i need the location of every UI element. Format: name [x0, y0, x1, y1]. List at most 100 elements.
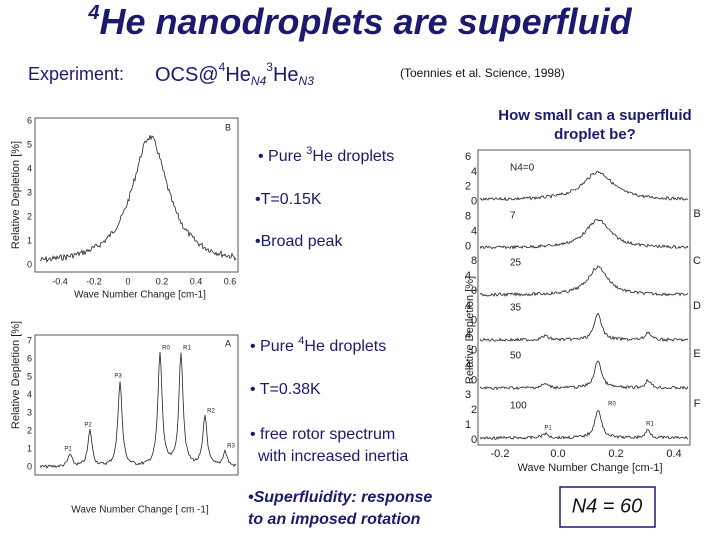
y-tick-label: 0 — [471, 315, 477, 327]
peak-label: P1 — [64, 447, 72, 453]
y-axis-label: Relative Depletion [%] — [464, 276, 476, 384]
f: 3 — [266, 60, 273, 74]
peak-label: P3 — [114, 374, 122, 380]
y-tick-label: 1 — [27, 235, 32, 245]
y-tick-label: 2 — [471, 404, 477, 416]
y-tick-label: 4 — [465, 300, 471, 312]
y-tick-label: 5 — [27, 139, 32, 149]
size-label: 100 — [510, 401, 527, 412]
y-tick-label: 0 — [471, 434, 477, 446]
question: droplet be? — [554, 126, 636, 143]
y-tick-label: 2 — [465, 181, 471, 193]
b: He droplets — [312, 148, 394, 165]
peak-label: R0 — [162, 346, 170, 352]
x-axis-label: Wave Number Change [cm-1] — [517, 462, 662, 474]
bullet: •T=0.15K — [255, 191, 322, 208]
y-tick-label: 8 — [465, 210, 471, 222]
title: 4He nanodroplets are superfluid — [87, 1, 632, 42]
x-tick-label: 0.0 — [550, 448, 565, 460]
n4-box-text: N4 = 60 — [572, 495, 643, 517]
spectrum — [39, 351, 237, 469]
spectrum — [479, 360, 689, 391]
spectrum — [479, 265, 689, 297]
x-tick-label: -0.2 — [86, 276, 102, 286]
peak-label: R3 — [227, 444, 235, 450]
question: How small can a superfluid — [498, 107, 691, 124]
b: 3 — [306, 145, 312, 157]
panel-label: A — [225, 338, 231, 348]
f: OCS@ — [155, 64, 219, 86]
bullet: • Pure 4He droplets — [250, 335, 386, 355]
panel-label: B — [693, 208, 700, 220]
y-tick-label: 7 — [27, 335, 32, 345]
x-tick-label: -0.2 — [491, 448, 510, 460]
bullet: •Superfluidity: response — [248, 489, 432, 506]
y-tick-label: 0 — [27, 461, 32, 471]
citation: (Toennies et al. Science, 1998) — [400, 66, 565, 80]
x-tick-label: 0.2 — [156, 276, 169, 286]
y-tick-label: 1 — [27, 443, 32, 453]
y-tick-label: 2 — [27, 211, 32, 221]
y-tick-label: 5 — [27, 371, 32, 381]
size-label: 25 — [510, 258, 522, 269]
y-tick-label: 6 — [27, 115, 32, 125]
y-tick-label: 4 — [465, 359, 471, 371]
f: N4 — [251, 74, 267, 88]
y-tick-label: 4 — [465, 270, 471, 282]
x-tick-label: 0 — [125, 276, 130, 286]
b: 4 — [298, 335, 304, 347]
x-tick-label: -0.4 — [52, 276, 68, 286]
peak-label: R2 — [207, 409, 215, 415]
y-tick-label: 4 — [27, 163, 32, 173]
bullet: • Pure 3He droplets — [258, 145, 394, 165]
y-tick-label: 0 — [465, 240, 471, 252]
bullet: • T=0.38K — [250, 381, 321, 398]
peak-label: P1 — [544, 426, 552, 432]
peak-label: P2 — [84, 423, 92, 429]
plot-frame — [34, 334, 239, 476]
n4-box — [559, 486, 656, 528]
b: • Pure — [258, 148, 306, 165]
f: 4 — [219, 60, 226, 74]
title-text: He nanodroplets are superfluid — [100, 1, 633, 42]
b: • Pure — [250, 338, 298, 355]
size-label: 35 — [510, 303, 522, 314]
spectrum — [479, 410, 689, 440]
x-tick-label: 0.4 — [190, 276, 203, 286]
y-tick-label: 2 — [27, 425, 32, 435]
panel-label: F — [694, 398, 701, 410]
x-axis-label: Wave Number Change [cm-1] — [74, 290, 206, 301]
peak-label: R1 — [183, 346, 191, 352]
spectrum — [39, 135, 237, 263]
y-tick-label: 4 — [471, 166, 477, 178]
y-axis-label: Relative Depletion [%] — [10, 141, 22, 249]
panel-label: C — [693, 255, 701, 267]
panel-label: E — [693, 348, 700, 360]
size-label: 50 — [510, 351, 522, 362]
formula: OCS@4HeN43HeN3 — [155, 60, 314, 88]
f: He — [225, 64, 251, 86]
panel-label: D — [693, 300, 701, 312]
x-axis-label: Wave Number Change [ cm -1] — [71, 505, 209, 516]
y-tick-label: 4 — [471, 225, 477, 237]
bullet: • free rotor spectrum — [250, 426, 395, 443]
size-label: N4=0 — [510, 163, 535, 174]
peak-label: R1 — [646, 422, 654, 428]
bullet: to an imposed rotation — [248, 511, 421, 528]
x-tick-label: 0.4 — [666, 448, 681, 460]
y-tick-label: 0 — [471, 374, 477, 386]
title-sup: 4 — [87, 2, 99, 24]
spectrum — [479, 170, 689, 201]
y-tick-label: 6 — [465, 151, 471, 163]
y-tick-label: 6 — [27, 353, 32, 363]
plot-frame — [34, 117, 239, 273]
y-tick-label: 8 — [471, 255, 477, 267]
bullet: with increased inertia — [257, 448, 408, 465]
b: He droplets — [304, 338, 386, 355]
y-tick-label: 3 — [27, 407, 32, 417]
experiment: Experiment: — [28, 64, 124, 84]
f: He — [273, 64, 299, 86]
bullet: •Broad peak — [255, 233, 343, 250]
